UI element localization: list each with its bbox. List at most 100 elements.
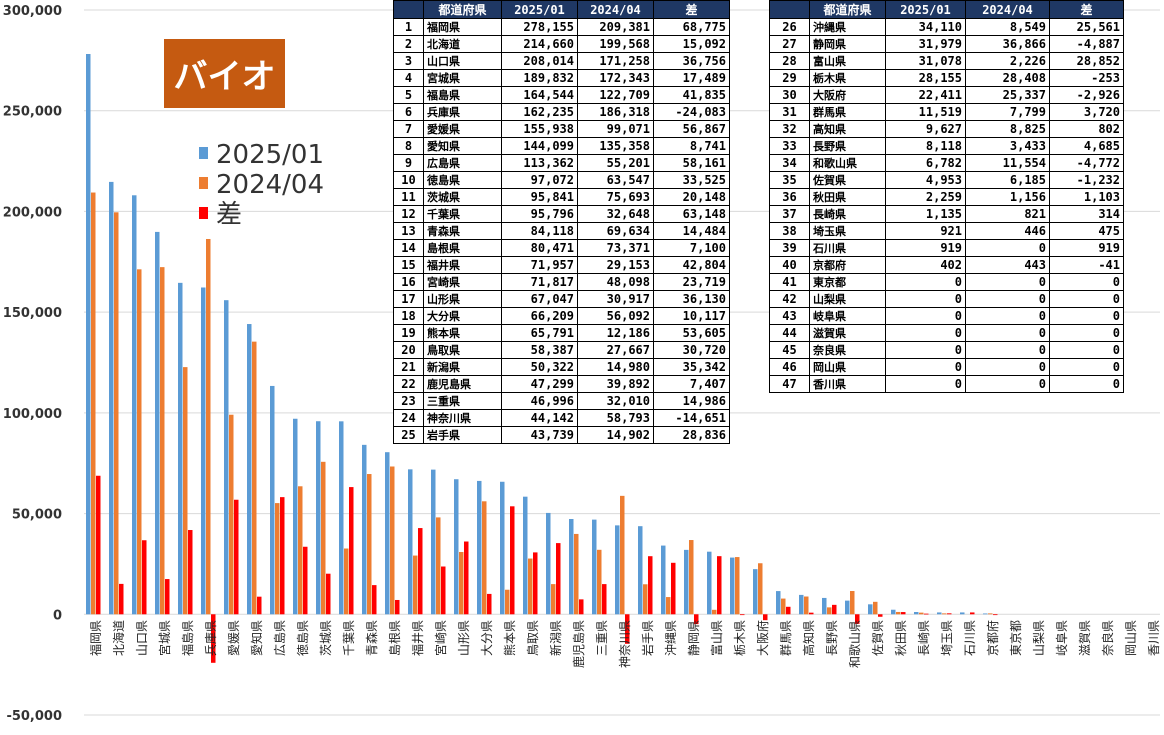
- value-2025-cell: 113,362: [501, 154, 578, 172]
- prefecture-cell: 北海道: [423, 35, 502, 53]
- value-2025-cell: 22,411: [885, 86, 966, 104]
- x-category-label: 高知県: [801, 620, 816, 656]
- y-tick-label: 150,000: [3, 306, 62, 321]
- value-2024-cell: 63,547: [577, 171, 654, 189]
- bar-diff: [901, 612, 906, 615]
- rank-cell: 29: [769, 69, 810, 87]
- legend-swatch-2024: [199, 177, 208, 189]
- bar-diff: [924, 613, 929, 615]
- table-header-row: 都道府県 2025/01 2024/04 差: [769, 0, 1124, 19]
- value-2025-cell: 164,544: [501, 86, 578, 104]
- value-2025-cell: 144,099: [501, 137, 578, 155]
- x-category-label: 神奈川県: [618, 620, 632, 668]
- table-row: 13 青森県 84,118 69,634 14,484: [393, 222, 730, 240]
- bar-diff: [602, 584, 607, 615]
- bar-2025: [201, 287, 206, 615]
- prefecture-cell: 福岡県: [423, 18, 502, 36]
- value-2024-cell: 209,381: [577, 18, 654, 36]
- bar-diff: [142, 540, 147, 615]
- diff-cell: 25,561: [1049, 18, 1124, 36]
- bar-diff: [717, 556, 722, 615]
- table-row: 12 千葉県 95,796 32,648 63,148: [393, 205, 730, 223]
- table-row: 25 岩手県 43,739 14,902 28,836: [393, 426, 730, 444]
- diff-cell: 68,775: [653, 18, 730, 36]
- x-category-label: 栃木県: [733, 620, 747, 656]
- x-category-label: 北海道: [111, 620, 126, 656]
- legend-label-2024: 2024/04: [216, 170, 324, 200]
- bar-diff: [487, 593, 492, 615]
- diff-cell: 63,148: [653, 205, 730, 223]
- table-row: 2 北海道 214,660 199,568 15,092: [393, 35, 730, 53]
- bar-diff: [188, 530, 193, 615]
- value-2024-cell: 186,318: [577, 103, 654, 121]
- table-row: 30 大阪府 22,411 25,337 -2,926: [769, 86, 1124, 104]
- value-2024-cell: 8,549: [965, 18, 1050, 36]
- table-row: 1 福岡県 278,155 209,381 68,775: [393, 18, 730, 36]
- prefecture-cell: 島根県: [423, 239, 502, 257]
- legend: 2025/01 2024/04 差: [199, 140, 324, 230]
- value-2024-cell: 3,433: [965, 137, 1050, 155]
- y-tick-label: 200,000: [3, 205, 62, 220]
- value-2024-cell: 32,010: [577, 392, 654, 410]
- value-2024-cell: 0: [965, 307, 1050, 325]
- value-2024-cell: 0: [965, 273, 1050, 291]
- prefecture-cell: 群馬県: [809, 103, 886, 121]
- rank-cell: 32: [769, 120, 810, 138]
- rank-cell: 14: [393, 239, 424, 257]
- prefecture-cell: 神奈川県: [423, 409, 502, 427]
- bar-2025: [477, 480, 482, 615]
- prefecture-cell: 奈良県: [809, 341, 886, 359]
- bar-2025: [316, 421, 321, 615]
- diff-cell: 0: [1049, 375, 1124, 393]
- rank-cell: 4: [393, 69, 424, 87]
- value-2025-cell: 4,953: [885, 171, 966, 189]
- prefecture-cell: 三重県: [423, 392, 502, 410]
- bar-2024: [896, 611, 901, 615]
- value-2025-cell: 208,014: [501, 52, 578, 70]
- bar-2025: [523, 496, 528, 615]
- value-2024-cell: 1,156: [965, 188, 1050, 206]
- table-row: 35 佐賀県 4,953 6,185 -1,232: [769, 171, 1124, 189]
- table-row: 8 愛知県 144,099 135,358 8,741: [393, 137, 730, 155]
- diff-cell: 30,720: [653, 341, 730, 359]
- prefecture-cell: 東京都: [809, 273, 886, 291]
- x-category-label: 鳥取県: [525, 620, 540, 656]
- bar-2025: [431, 469, 436, 615]
- value-2024-cell: 30,917: [577, 290, 654, 308]
- prefecture-cell: 福井県: [423, 256, 502, 274]
- rank-cell: 38: [769, 222, 810, 240]
- x-category-label: 岩手県: [640, 620, 655, 656]
- diff-cell: 28,852: [1049, 52, 1124, 70]
- rank-cell: 8: [393, 137, 424, 155]
- bar-diff: [970, 612, 975, 615]
- value-2024-cell: 172,343: [577, 69, 654, 87]
- bar-diff: [349, 487, 354, 615]
- x-category-label: 宮城県: [157, 620, 172, 656]
- prefecture-cell: 沖縄県: [809, 18, 886, 36]
- bar-diff: [763, 614, 768, 621]
- value-2024-cell: 25,337: [965, 86, 1050, 104]
- rank-cell: 43: [769, 307, 810, 325]
- table-row: 47 香川県 0 0 0: [769, 375, 1124, 393]
- bar-2024: [436, 517, 441, 615]
- bar-2025: [155, 231, 160, 615]
- chart-title-badge: バイオ: [164, 39, 285, 108]
- header-rank: [393, 0, 424, 19]
- table-row: 7 愛媛県 155,938 99,071 56,867: [393, 120, 730, 138]
- table-row: 20 鳥取県 58,387 27,667 30,720: [393, 341, 730, 359]
- bar-diff: [165, 579, 170, 615]
- prefecture-cell: 新潟県: [423, 358, 502, 376]
- bar-2025: [776, 591, 781, 615]
- rank-cell: 27: [769, 35, 810, 53]
- rank-cell: 16: [393, 273, 424, 291]
- bar-diff: [257, 596, 262, 615]
- bar-diff: [211, 614, 216, 663]
- value-2024-cell: 73,371: [577, 239, 654, 257]
- bar-diff: [556, 543, 561, 615]
- x-category-label: 大阪府: [755, 620, 770, 656]
- table-header-row: 都道府県 2025/01 2024/04 差: [393, 0, 730, 19]
- bar-2025: [914, 611, 919, 615]
- bar-2024: [574, 533, 579, 615]
- bar-diff: [855, 614, 860, 624]
- value-2024-cell: 171,258: [577, 52, 654, 70]
